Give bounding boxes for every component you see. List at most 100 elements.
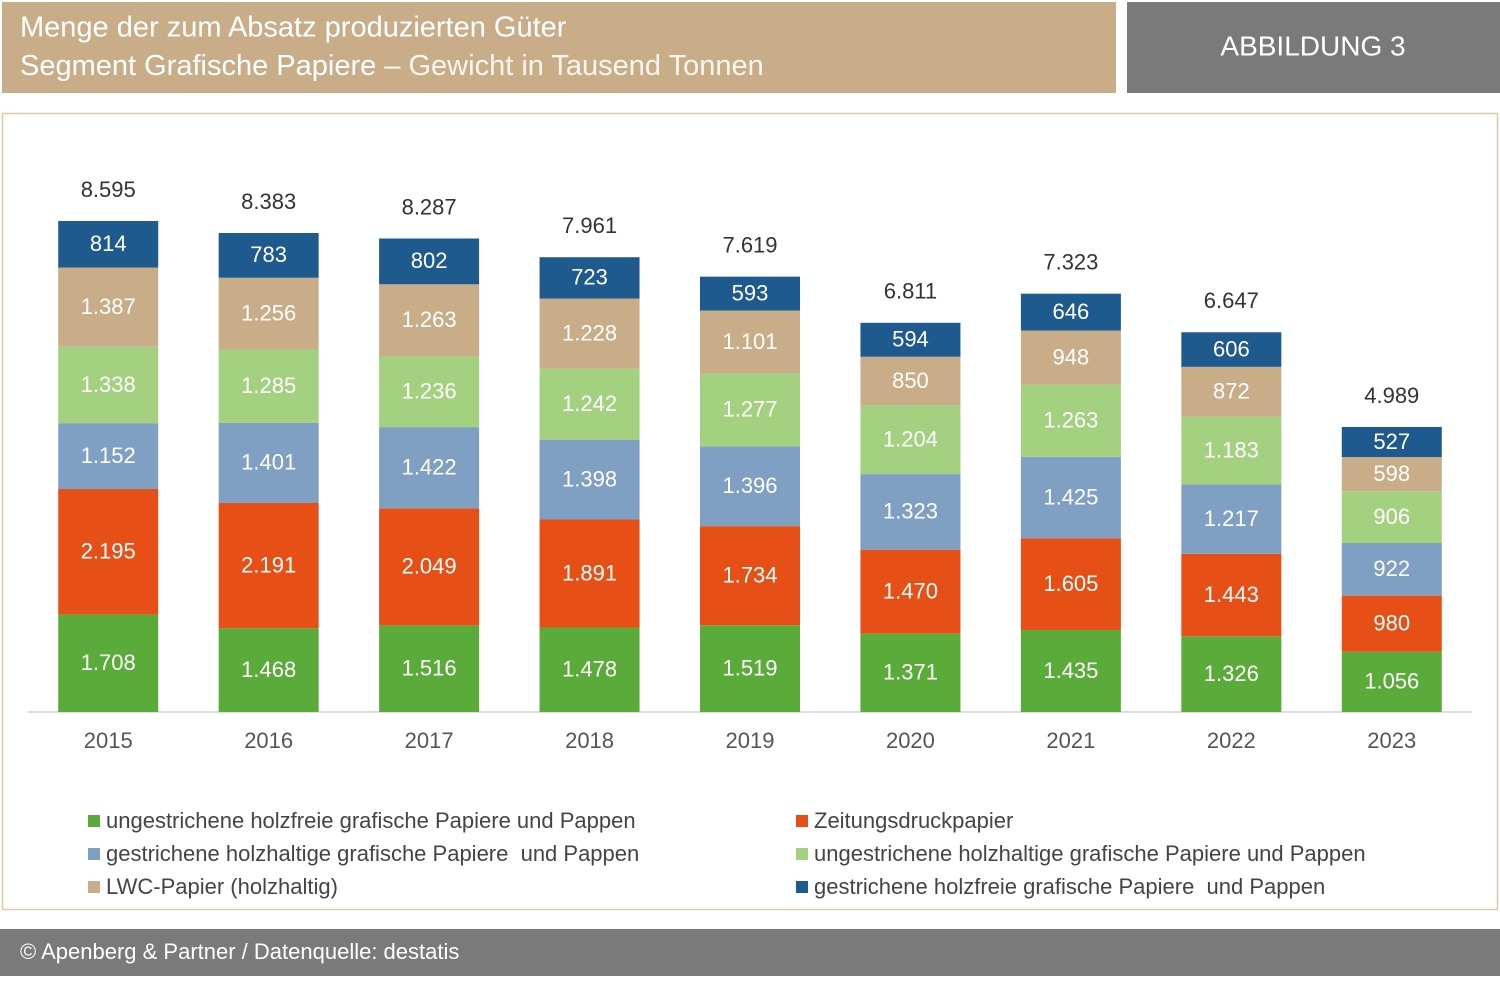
segment-label: 1.422: [402, 455, 457, 480]
bar-segment: [1020, 384, 1121, 457]
bar-segment: [58, 489, 159, 615]
bar-segment: [860, 322, 961, 357]
bar-segment: [379, 625, 480, 712]
bar-segment: [1020, 330, 1121, 385]
segment-label: 850: [892, 368, 929, 393]
segment-label: 1.204: [883, 427, 938, 452]
bar-segment: [58, 346, 159, 424]
segment-label: 1.708: [81, 650, 136, 675]
segment-label: 598: [1373, 461, 1410, 486]
legend-label: ungestrichene holzhaltige grafische Papi…: [814, 841, 1366, 866]
bar-segment: [1341, 543, 1442, 596]
bar-segment: [379, 427, 480, 509]
legend-swatch: [796, 815, 808, 827]
plot: 1.708 2.195 1.152 1.338 1.387 814 8.595 2015 1.4…: [58, 177, 1442, 899]
legend-label: gestrichene holzfreie grafische Papiere …: [814, 874, 1325, 899]
bar-segment: [218, 502, 319, 629]
segment-label: 1.401: [241, 450, 296, 475]
segment-label: 1.387: [81, 294, 136, 319]
bar-segment: [379, 356, 480, 428]
bar-segment: [1181, 484, 1282, 554]
segment-label: 1.152: [81, 443, 136, 468]
segment-label: 1.371: [883, 660, 938, 685]
bar-segment: [860, 405, 961, 475]
total-label: 8.287: [402, 194, 457, 219]
subtitle-bold: Segment Grafische Papiere –: [20, 50, 401, 82]
segment-label: 527: [1373, 429, 1410, 454]
subtitle-light: Gewicht in Tausend Tonnen: [409, 50, 764, 82]
bar-segment: [539, 257, 640, 299]
segment-label: 1.183: [1204, 437, 1259, 462]
segment-label: 1.236: [402, 379, 457, 404]
segment-label: 802: [411, 248, 448, 273]
x-tick-label: 2022: [1207, 728, 1256, 753]
chart-frame: [1, 112, 1499, 911]
bar-segment: [58, 614, 159, 712]
segment-label: 814: [90, 231, 127, 256]
bar-segment: [1020, 538, 1121, 631]
x-tick-label: 2021: [1046, 728, 1095, 753]
bar-segment: [218, 349, 319, 423]
segment-label: 1.470: [883, 578, 938, 603]
bar-segment: [1341, 457, 1442, 492]
segment-label: 1.338: [81, 372, 136, 397]
x-tick-label: 2015: [84, 728, 133, 753]
bar-segment: [1181, 332, 1282, 367]
bar-segment: [1181, 366, 1282, 417]
badge-band: [1127, 2, 1500, 93]
segment-label: 1.605: [1043, 571, 1098, 596]
bar-segment: [700, 625, 800, 712]
segment-label: 1.323: [883, 499, 938, 524]
legend-label: ungestrichene holzfreie grafische Papier…: [106, 808, 636, 833]
segment-label: 1.435: [1043, 658, 1098, 683]
bar-segment: [860, 356, 961, 406]
segment-label: 1.263: [402, 307, 457, 332]
segment-label: 1.478: [562, 657, 617, 682]
segment-label: 606: [1213, 336, 1250, 361]
segment-label: 593: [732, 280, 769, 305]
bar-segment: [539, 627, 640, 712]
x-tick-label: 2017: [405, 728, 454, 753]
segment-label: 1.516: [402, 656, 457, 681]
legend-swatch: [88, 815, 100, 827]
segment-label: 948: [1053, 344, 1090, 369]
segment-label: 723: [571, 265, 608, 290]
segment-label: 1.228: [562, 320, 617, 345]
total-label: 8.595: [81, 177, 136, 202]
bar-segment: [218, 628, 319, 712]
total-label: 4.989: [1364, 383, 1419, 408]
bar-segment: [700, 276, 800, 311]
legend-label: gestrichene holzhaltige grafische Papier…: [106, 841, 639, 866]
bar-segment: [860, 549, 961, 634]
segment-label: 2.191: [241, 552, 296, 577]
segment-label: 1.396: [722, 473, 777, 498]
footer-source: © Apenberg & Partner / Datenquelle: dest…: [20, 939, 459, 964]
segment-label: 1.891: [562, 560, 617, 585]
bar-segment: [379, 508, 480, 626]
bar-segment: [860, 633, 961, 712]
bar-segment: [218, 422, 319, 503]
legend-swatch: [88, 881, 100, 893]
bar-segment: [1020, 293, 1121, 331]
bar-segment: [58, 267, 159, 347]
segment-label: 980: [1373, 610, 1410, 635]
segment-label: 1.242: [562, 391, 617, 416]
segment-label: 1.285: [241, 373, 296, 398]
segment-label: 2.195: [81, 539, 136, 564]
total-label: 6.647: [1204, 288, 1259, 313]
bar-segment: [860, 474, 961, 550]
segment-label: 1.734: [722, 562, 777, 587]
legend-label: Zeitungsdruckpapier: [814, 808, 1013, 833]
segment-label: 1.468: [241, 657, 296, 682]
x-tick-label: 2019: [726, 728, 775, 753]
segment-label: 1.056: [1364, 669, 1419, 694]
legend-swatch: [88, 848, 100, 860]
bar-segment: [1181, 636, 1282, 712]
total-label: 7.323: [1043, 249, 1098, 274]
segment-label: 1.425: [1043, 484, 1098, 509]
segment-label: 594: [892, 327, 929, 352]
x-tick-label: 2016: [244, 728, 293, 753]
bar-segment: [700, 446, 800, 527]
bar-segment: [1020, 630, 1121, 712]
